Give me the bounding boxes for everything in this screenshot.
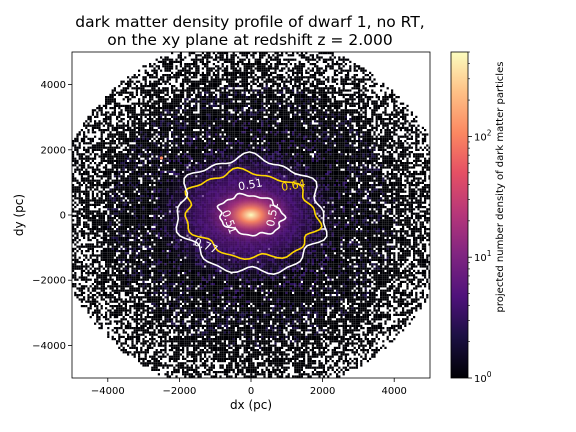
contour-label: 0.64 (280, 177, 306, 194)
y-tick-label: −2000 (32, 276, 66, 287)
x-tick-label: −2000 (162, 386, 196, 397)
chart-title-line-1: dark matter density profile of dwarf 1, … (75, 13, 425, 31)
colorbar: 100 101 102 projected number density of da… (450, 51, 506, 385)
colorbar-gradient (450, 51, 469, 379)
plot-area: 0.51 0.640.770.51 0.51 (71, 51, 431, 379)
y-axis: −4000 −2000 0 2000 4000 (32, 80, 72, 352)
y-tick-label: 4000 (41, 80, 66, 91)
contour-label: 0.51 (237, 176, 263, 193)
y-tick-label: 2000 (41, 145, 66, 156)
contour-label: 0.51 (264, 201, 281, 227)
contour-0.64 (184, 166, 323, 261)
x-tick-label: −4000 (91, 386, 125, 397)
y-tick-label: −4000 (32, 341, 66, 352)
x-axis: −4000 −2000 0 2000 4000 (91, 378, 407, 397)
satellite-clump (159, 156, 164, 160)
colorbar-label: projected number density of dark matter … (495, 62, 506, 313)
x-tick-label: 4000 (381, 386, 406, 397)
contour-0.51 (216, 192, 287, 237)
y-axis-label: dy (pc) (12, 194, 26, 236)
colorbar-tick-label: 102 (474, 128, 492, 143)
colorbar-tick-label: 101 (474, 249, 492, 264)
colorbar-ticks: 100 101 102 (468, 51, 492, 385)
contour-0.77 (175, 151, 328, 276)
y-tick-label: 0 (60, 211, 66, 222)
x-axis-label: dx (pc) (230, 398, 272, 412)
x-tick-label: 2000 (310, 386, 335, 397)
chart-title-line-2: on the xy plane at redshift z = 2.000 (107, 31, 393, 49)
colorbar-tick-label: 100 (474, 370, 492, 385)
x-tick-label: 0 (248, 386, 254, 397)
